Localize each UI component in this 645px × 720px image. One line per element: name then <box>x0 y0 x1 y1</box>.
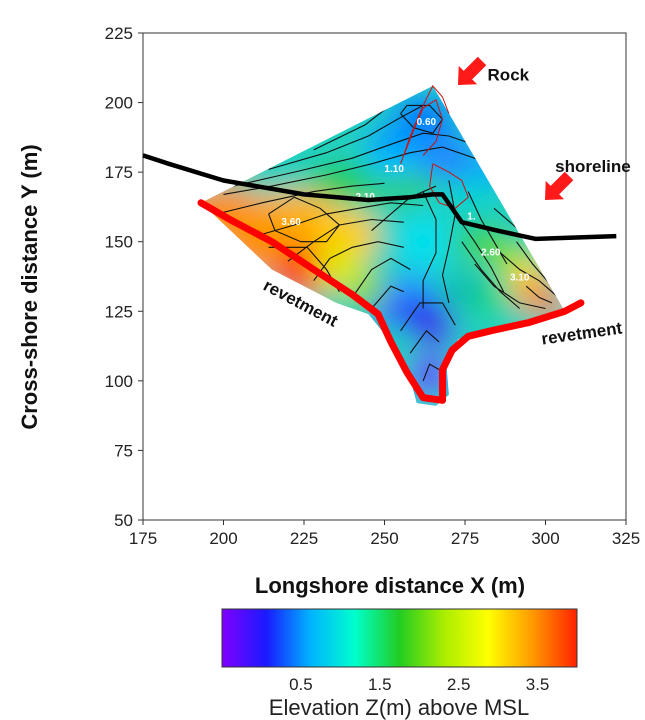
contour-line <box>525 285 553 304</box>
contour-line <box>371 285 405 309</box>
rock-outline-path <box>400 85 450 164</box>
contour-line <box>268 104 424 170</box>
contour-line <box>400 302 456 332</box>
annotation-arrows <box>458 56 574 200</box>
contour-label: 3.10 <box>510 273 530 284</box>
x-tick-label: 200 <box>209 529 237 548</box>
contour-line <box>351 257 411 298</box>
contour-line <box>441 180 456 304</box>
colorbar-tick-label: 0.5 <box>289 675 313 694</box>
y-tick-label: 125 <box>105 302 133 321</box>
contour-line <box>233 132 482 187</box>
red-arrow-icon <box>545 171 574 200</box>
contour-label: 0.60 <box>417 117 437 128</box>
x-tick-label: 225 <box>290 529 318 548</box>
contour-line <box>516 241 553 287</box>
x-axis: 175 200 225 250 275 300 325 <box>129 520 640 548</box>
colorbar-ticks: 0.5 1.5 2.5 3.5 <box>289 675 549 694</box>
y-tick-label: 175 <box>105 163 133 182</box>
colorbar-tick-label: 3.5 <box>526 675 550 694</box>
contour-label: 1.10 <box>384 164 404 175</box>
colorbar-tick-label: 1.5 <box>368 675 392 694</box>
contour-line <box>223 146 501 195</box>
y-tick-label: 75 <box>114 441 133 460</box>
x-tick-label: 275 <box>451 529 479 548</box>
y-tick-label: 100 <box>105 372 133 391</box>
annotation-rock: Rock <box>488 65 530 84</box>
x-tick-label: 175 <box>129 529 157 548</box>
rock-outline-path <box>403 99 444 156</box>
red-arrow-icon <box>458 56 487 85</box>
contour-line <box>409 329 440 354</box>
y-axis-title: Cross-shore distance Y (m) <box>17 144 42 429</box>
contour-line <box>216 182 385 215</box>
contour-line <box>255 202 424 237</box>
contour-line <box>268 196 341 243</box>
shoreline-line <box>142 153 617 242</box>
x-tick-label: 325 <box>612 529 640 548</box>
contour-line <box>313 241 404 282</box>
revetment-left <box>197 199 446 404</box>
x-tick-label: 250 <box>370 529 398 548</box>
annotation-shoreline: shoreline <box>555 157 631 176</box>
colorbar-title: Elevation Z(m) above MSL <box>269 695 529 720</box>
rock-outline <box>400 85 469 209</box>
y-axis: 50 75 100 125 150 175 200 225 <box>105 24 143 530</box>
contour-label: 2.10 <box>355 192 375 203</box>
contour-line <box>474 263 546 310</box>
colorbar-tick-label: 2.5 <box>447 675 471 694</box>
y-tick-label: 225 <box>105 24 133 43</box>
contour-line <box>500 252 559 298</box>
contour-line <box>371 185 437 232</box>
revetment-walls <box>197 199 585 404</box>
contour-label: 2.60 <box>481 248 501 259</box>
contour-line <box>422 191 437 309</box>
contour-label: 1. <box>467 211 476 222</box>
y-tick-label: 50 <box>114 511 133 530</box>
contour-labels: 0.60 1.10 2.10 3.60 1. 2.60 3.10 <box>281 117 530 284</box>
contour-line <box>422 363 440 382</box>
y-tick-label: 150 <box>105 233 133 252</box>
x-axis-title: Longshore distance X (m) <box>255 573 525 598</box>
y-tick-label: 200 <box>105 94 133 113</box>
colorbar <box>221 608 578 668</box>
contour-line <box>454 213 505 293</box>
rock-outline-path <box>429 163 469 209</box>
contour-label: 3.60 <box>281 217 301 228</box>
x-tick-label: 300 <box>531 529 559 548</box>
revetment-right <box>439 299 585 404</box>
contour-line <box>461 241 521 309</box>
